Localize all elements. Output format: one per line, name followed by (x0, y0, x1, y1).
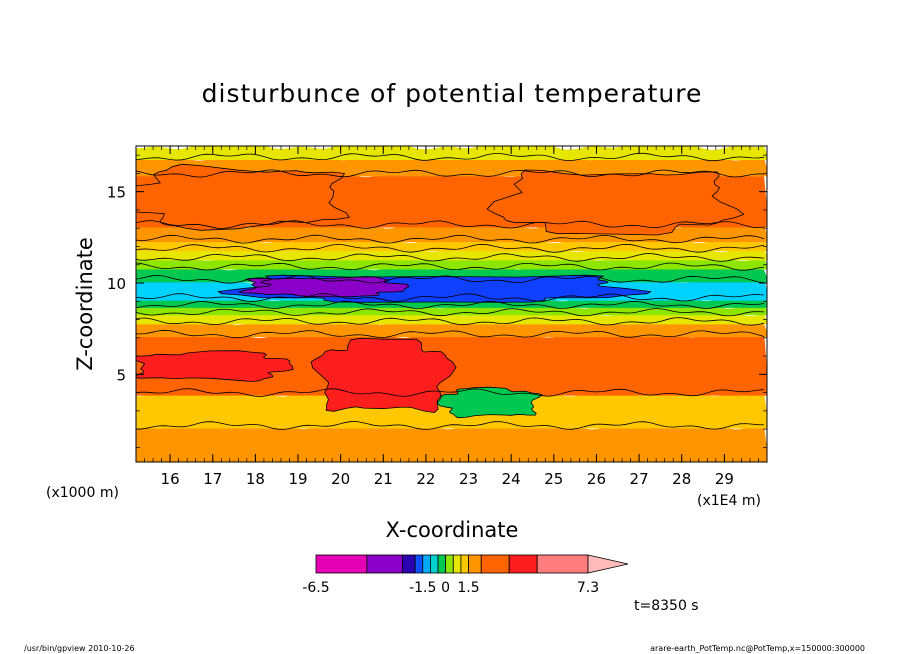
colorbar-swatch (429, 554, 439, 574)
x-tick-label: 18 (246, 470, 265, 488)
x-tick-label: 22 (416, 470, 435, 488)
contour-band (136, 388, 767, 429)
y-tick-label: 15 (107, 184, 126, 202)
footer-left: /usr/bin/gpview 2010-10-26 (24, 644, 135, 653)
time-label: t=8350 s (634, 598, 699, 614)
x-tick-label: 16 (161, 470, 180, 488)
contour-line (436, 386, 544, 419)
colorbar-swatch (402, 554, 416, 574)
contour-band (136, 146, 767, 160)
chart-title: disturbunce of potential temperature (202, 79, 703, 108)
contour-line (136, 293, 765, 302)
colorbar-swatch (452, 554, 462, 574)
contour-line (136, 388, 765, 398)
x-tick-label: 24 (502, 470, 521, 488)
contour-line (136, 308, 765, 317)
contour-line (136, 350, 294, 382)
x-tick-label: 21 (374, 470, 393, 488)
colorbar-swatch (460, 554, 469, 574)
x-tick-label: 19 (288, 470, 307, 488)
colorbar-label: -1.5 (409, 580, 436, 596)
contour-field (136, 146, 767, 462)
colorbar-swatch (414, 554, 424, 574)
contour-line (136, 274, 765, 284)
contour-band (136, 301, 767, 316)
colorbar-swatch (508, 554, 538, 574)
x-tick-label: 29 (715, 470, 734, 488)
y-axis: 5 10 15 (107, 154, 767, 448)
contour-band (136, 244, 767, 261)
colorbar-swatch (437, 554, 447, 574)
contour-line (217, 274, 652, 303)
contour-region-purple-core (238, 276, 409, 297)
x-tick-label: 25 (544, 470, 563, 488)
x-axis-title: X-coordinate (386, 518, 519, 542)
contour-line (136, 253, 765, 262)
colorbar-swatch (468, 554, 482, 574)
colorbar-label: 1.5 (457, 580, 479, 596)
contour-line (136, 234, 765, 244)
contour-line (136, 300, 765, 309)
x-tick-label: 27 (630, 470, 649, 488)
y-tick-label: 5 (116, 366, 126, 384)
colorbar-swatch (480, 554, 510, 574)
contour-region-upper-plateau-right (487, 170, 744, 235)
contour-line (238, 276, 410, 298)
y-tick-label: 10 (107, 275, 126, 293)
colorbar-swatch (445, 554, 454, 574)
colorbar (315, 554, 629, 574)
x-tick-label: 23 (459, 470, 478, 488)
contour-region-red-lobe-left (136, 350, 294, 382)
x-unit-left: (x1000 m) (46, 485, 119, 501)
colorbar-labels: -6.5 -1.5 0 1.5 7.3 (302, 580, 599, 596)
contour-line (486, 169, 745, 236)
contour-region-upper-plateau-left (136, 164, 350, 231)
contour-line (136, 169, 765, 178)
y-axis-title: Z-coordinate (73, 237, 97, 371)
colorbar-swatch (315, 554, 368, 574)
x-tick-label: 26 (587, 470, 606, 488)
colorbar-swatch (422, 554, 431, 574)
x-tick-label: 28 (672, 470, 691, 488)
contour-line (136, 317, 765, 326)
contour-region-red-lobe-center (311, 338, 456, 413)
x-tick-label: 17 (203, 470, 222, 488)
colorbar-arrow (587, 554, 629, 574)
contour-band (136, 421, 767, 462)
colorbar-swatch (366, 554, 403, 574)
contour-line (136, 152, 765, 162)
colorbar-label: 0 (441, 580, 450, 596)
contour-line (136, 220, 765, 229)
colorbar-label: 7.3 (577, 580, 599, 596)
contour-line (136, 262, 765, 271)
footer-right: arare-earth_PotTemp.nc@PotTemp,x=150000:… (650, 644, 865, 653)
contour-region-green-blob (437, 387, 543, 418)
contour-line (136, 243, 765, 253)
colorbar-swatch (536, 554, 589, 574)
contour-line (136, 329, 765, 339)
colorbar-label: -6.5 (302, 580, 329, 596)
contour-line (136, 421, 765, 430)
x-axis: 16 17 18 19 20 21 22 23 24 25 26 27 28 29 (135, 146, 768, 488)
x-tick-label: 20 (331, 470, 350, 488)
x-unit-right: (x1E4 m) (697, 493, 761, 509)
contour-line (310, 337, 457, 414)
